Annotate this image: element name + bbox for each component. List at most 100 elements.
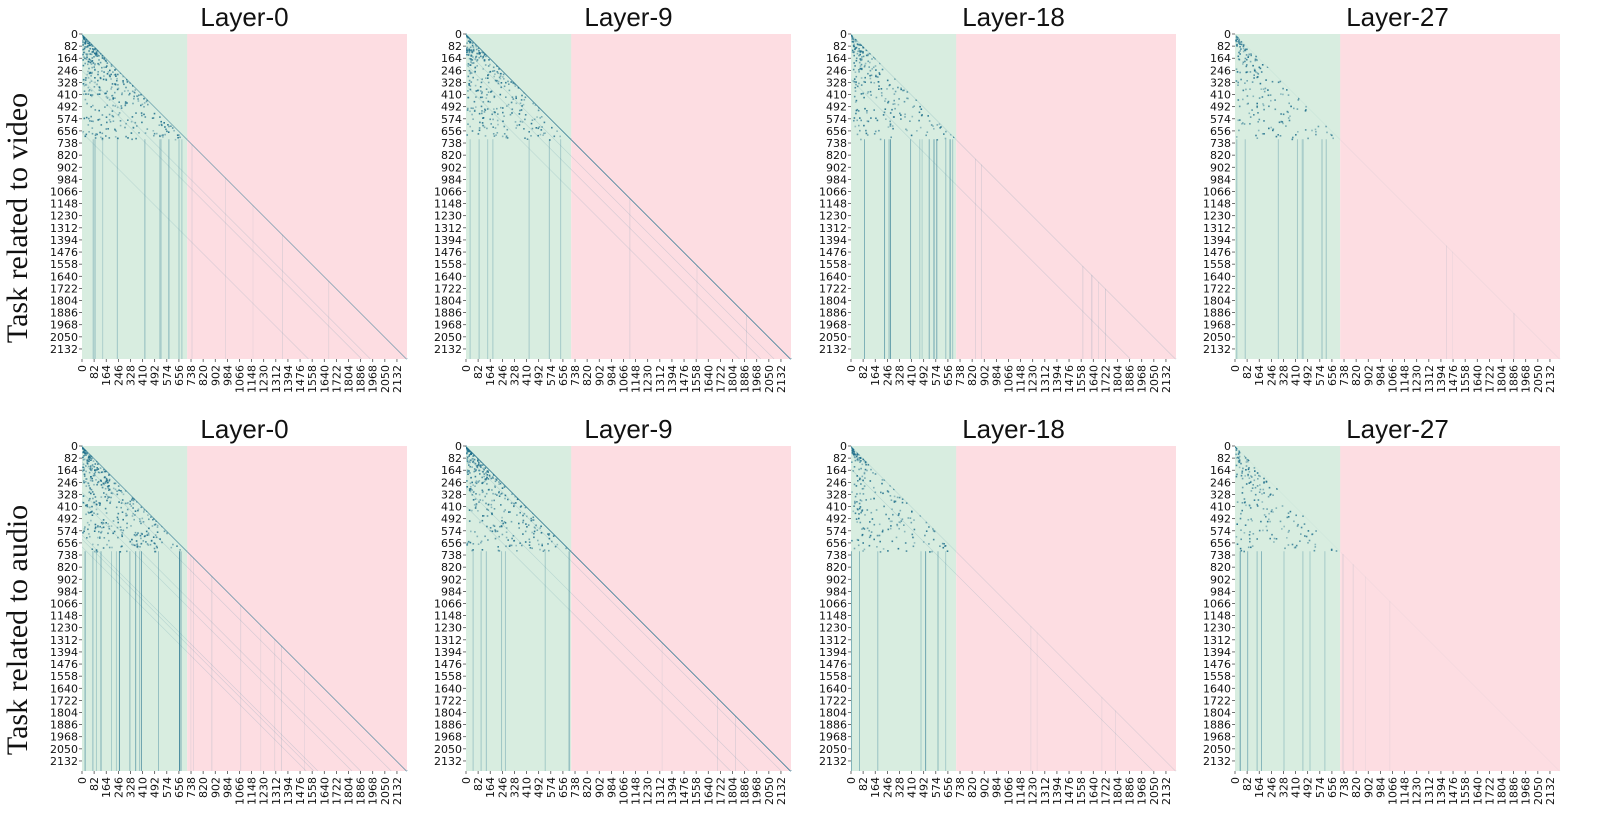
attention-cell bbox=[100, 484, 103, 486]
x-tick-label: 1640 bbox=[702, 365, 715, 393]
attention-cell bbox=[93, 52, 96, 55]
attention-cell bbox=[862, 493, 865, 495]
attention-cell bbox=[124, 502, 127, 505]
attention-cell bbox=[1313, 549, 1316, 552]
attention-cell bbox=[94, 523, 97, 526]
attention-cell bbox=[90, 492, 92, 495]
attention-cell bbox=[165, 128, 167, 131]
attention-cell bbox=[1308, 539, 1311, 542]
y-tick-label: 1230 bbox=[1203, 210, 1231, 223]
x-tick-label: 164 bbox=[1253, 365, 1266, 386]
attention-cell bbox=[1254, 486, 1257, 489]
attention-cell bbox=[876, 546, 878, 548]
x-tick-label: 1886 bbox=[1124, 777, 1137, 805]
attention-cell bbox=[1267, 89, 1269, 91]
x-tick-label: 1230 bbox=[1411, 777, 1424, 805]
attention-cell bbox=[925, 530, 928, 532]
attention-cell bbox=[486, 525, 488, 528]
attention-cell bbox=[552, 535, 555, 537]
attention-cell bbox=[112, 104, 114, 107]
attention-cell bbox=[866, 120, 869, 122]
attention-cell bbox=[123, 83, 125, 86]
attention-cell bbox=[912, 536, 914, 539]
attention-cell bbox=[889, 484, 892, 487]
attention-cell bbox=[108, 474, 110, 476]
attention-cell bbox=[889, 84, 891, 86]
attention-cell bbox=[124, 104, 127, 107]
attention-cell bbox=[106, 479, 108, 481]
attention-cell bbox=[863, 458, 865, 460]
attention-cell bbox=[482, 499, 484, 502]
attention-cell bbox=[941, 542, 944, 545]
attention-cell bbox=[855, 455, 858, 458]
x-tick-label: 574 bbox=[161, 365, 174, 386]
attention-cell bbox=[86, 504, 88, 506]
y-tick-label: 1640 bbox=[1203, 270, 1231, 283]
attention-cell bbox=[476, 65, 478, 67]
y-tick-label: 410 bbox=[1210, 89, 1231, 102]
attention-cell bbox=[495, 478, 498, 481]
y-tick-label: 328 bbox=[57, 76, 78, 89]
attention-cell bbox=[494, 127, 497, 129]
attention-cell bbox=[503, 133, 506, 135]
attention-cell bbox=[151, 525, 154, 527]
attention-cell bbox=[1307, 542, 1309, 544]
x-tick-label: 984 bbox=[1374, 365, 1387, 386]
attention-cell bbox=[854, 65, 856, 67]
attention-cell bbox=[860, 460, 862, 462]
attention-cell bbox=[155, 545, 158, 548]
y-tick-label: 0 bbox=[455, 440, 462, 453]
attention-cell bbox=[867, 120, 870, 123]
x-tick-label: 1230 bbox=[1411, 365, 1424, 393]
attention-cell bbox=[472, 107, 474, 110]
attention-cell bbox=[1246, 95, 1249, 97]
attention-cell bbox=[858, 54, 860, 57]
x-tick-label: 164 bbox=[484, 365, 497, 386]
y-tick-label: 328 bbox=[441, 76, 462, 89]
attention-cell bbox=[487, 539, 489, 541]
attention-cell bbox=[1295, 544, 1298, 547]
attention-cell bbox=[1237, 58, 1240, 60]
attention-cell bbox=[1261, 64, 1264, 66]
attention-cell bbox=[860, 119, 862, 122]
attention-cell bbox=[1282, 93, 1284, 96]
attention-cell bbox=[484, 64, 487, 66]
attention-cell bbox=[858, 50, 861, 52]
attention-cell bbox=[105, 96, 108, 98]
attention-cell bbox=[1271, 80, 1274, 83]
x-tick-label: 1230 bbox=[258, 777, 271, 805]
attention-cell bbox=[1257, 112, 1259, 114]
attention-cell bbox=[484, 53, 486, 55]
attention-cell bbox=[942, 546, 945, 549]
attention-cell bbox=[137, 100, 140, 102]
attention-cell bbox=[164, 126, 166, 128]
attention-cell bbox=[137, 532, 139, 534]
attention-cell bbox=[472, 46, 475, 48]
attention-cell bbox=[911, 510, 913, 513]
x-tick-label: 738 bbox=[1338, 777, 1351, 798]
attention-cell bbox=[852, 68, 855, 71]
x-tick-label: 2050 bbox=[379, 777, 392, 805]
attention-cell bbox=[140, 506, 143, 509]
attention-cell bbox=[925, 521, 928, 524]
attention-cell bbox=[89, 81, 91, 84]
y-tick-label: 1558 bbox=[1203, 258, 1231, 271]
attention-cell bbox=[1268, 127, 1270, 130]
attention-cell bbox=[531, 547, 533, 550]
attention-cell bbox=[1268, 105, 1270, 108]
attention-cell bbox=[1273, 541, 1275, 543]
attention-cell bbox=[166, 532, 168, 535]
attention-cell bbox=[143, 113, 145, 116]
attention-cell bbox=[136, 542, 139, 545]
x-tick-label: 1312 bbox=[1039, 365, 1052, 393]
attention-cell bbox=[903, 524, 905, 526]
attention-cell bbox=[479, 121, 481, 124]
attention-cell bbox=[85, 46, 87, 48]
attention-cell bbox=[101, 137, 104, 140]
attention-cell bbox=[1244, 82, 1246, 84]
panel-title: Layer-27 bbox=[1346, 2, 1449, 32]
attention-cell bbox=[862, 479, 864, 482]
heatmap-panel: Layer-1808216424632841049257465673882090… bbox=[819, 2, 1177, 393]
attention-cell bbox=[1263, 90, 1266, 93]
attention-cell bbox=[474, 485, 476, 487]
